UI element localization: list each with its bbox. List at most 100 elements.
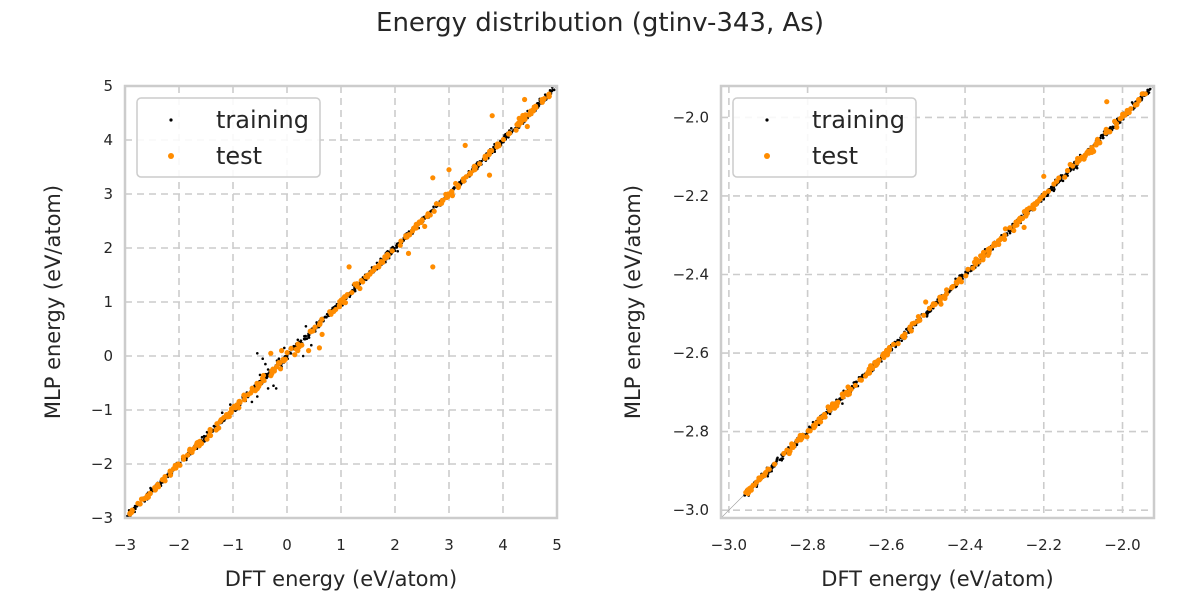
test-point: [268, 350, 274, 356]
test-point: [1082, 153, 1088, 159]
test-point: [167, 472, 174, 478]
test-point: [135, 500, 141, 506]
training-point: [828, 412, 832, 416]
test-point: [805, 427, 811, 434]
test-point: [998, 235, 1004, 241]
test-point: [1011, 227, 1017, 234]
test-point: [424, 213, 430, 220]
x-tick-label: −2: [168, 536, 190, 554]
test-point: [241, 392, 247, 398]
left-axes-frame: [123, 84, 559, 520]
test-point: [895, 341, 901, 347]
training-point: [261, 357, 265, 361]
test-point: [260, 375, 266, 381]
x-tick-label: −2.0: [1104, 536, 1140, 554]
test-point: [852, 382, 858, 389]
training-point: [310, 343, 313, 347]
training-point: [266, 387, 270, 390]
test-point: [270, 366, 276, 372]
training-point: [353, 289, 357, 293]
test-point: [876, 357, 882, 363]
test-point: [419, 217, 425, 223]
test-point: [781, 450, 787, 457]
test-point: [813, 420, 819, 426]
x-tick-label: 0: [282, 536, 292, 554]
training-point: [1101, 136, 1105, 140]
test-point: [973, 256, 979, 262]
test-point: [128, 509, 135, 516]
test-point: [880, 352, 886, 358]
training-point: [229, 403, 232, 406]
test-point: [486, 172, 493, 178]
test-point: [963, 273, 969, 279]
test-point: [349, 289, 355, 296]
test-point: [539, 99, 545, 105]
test-point: [917, 317, 923, 323]
test-point: [477, 161, 483, 167]
y-tick-label: 2: [103, 239, 113, 257]
test-point: [389, 248, 395, 254]
test-point: [1122, 112, 1128, 118]
training-point: [896, 338, 900, 342]
y-tick-label: 1: [103, 293, 113, 311]
test-point: [1019, 215, 1026, 222]
right-axes-frame: [719, 84, 1156, 520]
test-point: [1134, 102, 1140, 108]
y-tick-label: −2.0: [673, 108, 709, 126]
training-point: [507, 136, 510, 139]
training-point: [283, 346, 286, 350]
x-tick-label: −2.2: [1026, 536, 1062, 554]
test-point: [950, 283, 956, 290]
test-point: [500, 136, 507, 143]
training-point: [396, 249, 400, 253]
test-point: [376, 264, 382, 270]
test-point: [1070, 163, 1076, 169]
test-point: [446, 167, 452, 173]
training-point: [780, 459, 784, 462]
training-point: [133, 504, 137, 508]
left-x-axis-label: DFT energy (eV/atom): [225, 567, 457, 591]
training-point: [453, 186, 456, 190]
test-point: [546, 92, 552, 98]
test-point: [1112, 118, 1118, 124]
test-point: [1064, 167, 1071, 174]
x-tick-label: −1: [222, 536, 244, 554]
right-legend-test-label: test: [812, 142, 858, 170]
test-point: [944, 287, 950, 293]
training-point: [200, 435, 204, 439]
test-point: [762, 470, 768, 477]
test-point: [397, 242, 403, 248]
test-point: [462, 142, 468, 148]
test-point: [522, 96, 528, 103]
right-legend-test-marker: [764, 153, 770, 159]
test-point: [1117, 116, 1123, 122]
y-tick-label: 5: [103, 77, 113, 95]
test-point: [829, 401, 836, 407]
test-point: [468, 170, 474, 176]
test-point: [804, 434, 810, 440]
training-point: [900, 339, 904, 343]
y-tick-label: −2.4: [673, 266, 709, 284]
test-point: [513, 127, 519, 133]
training-point: [551, 88, 555, 92]
training-point: [1061, 179, 1065, 183]
left-data-points: [124, 85, 558, 519]
test-point: [521, 116, 527, 122]
test-point: [439, 198, 445, 204]
test-point: [403, 234, 409, 240]
test-point: [867, 365, 873, 372]
test-point: [830, 405, 836, 411]
test-point: [528, 108, 534, 114]
training-point: [960, 274, 964, 277]
training-point: [1052, 189, 1056, 193]
test-point: [431, 208, 437, 214]
training-point: [1100, 133, 1104, 137]
test-point: [284, 350, 290, 356]
test-point: [958, 279, 964, 285]
test-point: [902, 331, 908, 337]
y-tick-label: −3.0: [673, 501, 709, 519]
x-tick-label: −3: [114, 536, 136, 554]
test-point: [170, 466, 177, 472]
test-point: [886, 344, 893, 351]
